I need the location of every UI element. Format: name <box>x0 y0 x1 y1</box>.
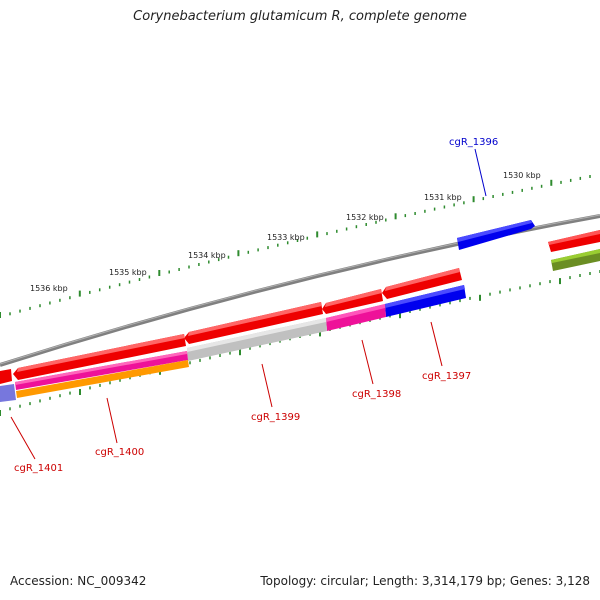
gene-cgR_1398[interactable] <box>326 304 386 331</box>
scale-label: 1532 kbp <box>346 213 384 222</box>
scale-label: 1535 kbp <box>109 268 147 277</box>
scale-label: 1536 kbp <box>30 284 68 293</box>
leader-line <box>430 321 443 367</box>
gene-cgR_1400[interactable] <box>15 351 189 398</box>
gene-cgR_1400-red[interactable] <box>13 334 186 380</box>
gene-red-right[interactable] <box>548 230 600 252</box>
gene-cgR_1398-red[interactable] <box>322 289 383 314</box>
accession-text: Accession: NC_009342 <box>10 574 147 588</box>
gene-label[interactable]: cgR_1397 <box>422 371 471 382</box>
gene-cgR_1399[interactable] <box>187 318 327 361</box>
gene-label[interactable]: cgR_1396 <box>449 137 498 148</box>
gene-label[interactable]: cgR_1399 <box>251 412 300 423</box>
map-title: Corynebacterium glutamicum R, complete g… <box>133 9 467 24</box>
scale-label: 1530 kbp <box>503 171 541 180</box>
gene-cgR_1396[interactable] <box>457 220 535 250</box>
scale-label: 1531 kbp <box>424 193 462 202</box>
gene-label[interactable]: cgR_1400 <box>95 447 144 458</box>
leader-line <box>361 339 374 385</box>
gene-olive-right[interactable] <box>551 249 600 271</box>
gene-cgR_1399-red[interactable] <box>184 302 323 344</box>
scale-label: 1534 kbp <box>188 251 226 260</box>
topology-text: Topology: circular; Length: 3,314,179 bp… <box>260 574 590 588</box>
gene-cgR_1397-red[interactable] <box>382 268 462 299</box>
leader-line <box>106 397 118 444</box>
leader-line <box>261 363 273 408</box>
gene-cgR_1397[interactable] <box>385 285 466 317</box>
leader-line <box>10 416 36 460</box>
outer-tick-ring <box>0 175 591 318</box>
gene-label[interactable]: cgR_1398 <box>352 389 401 400</box>
gene-cgR_1401[interactable] <box>0 384 16 402</box>
leader-line <box>474 148 487 197</box>
gene-label[interactable]: cgR_1401 <box>14 463 63 474</box>
gene-cgR_1401-red[interactable] <box>0 369 12 384</box>
scale-label: 1533 kbp <box>267 233 305 242</box>
